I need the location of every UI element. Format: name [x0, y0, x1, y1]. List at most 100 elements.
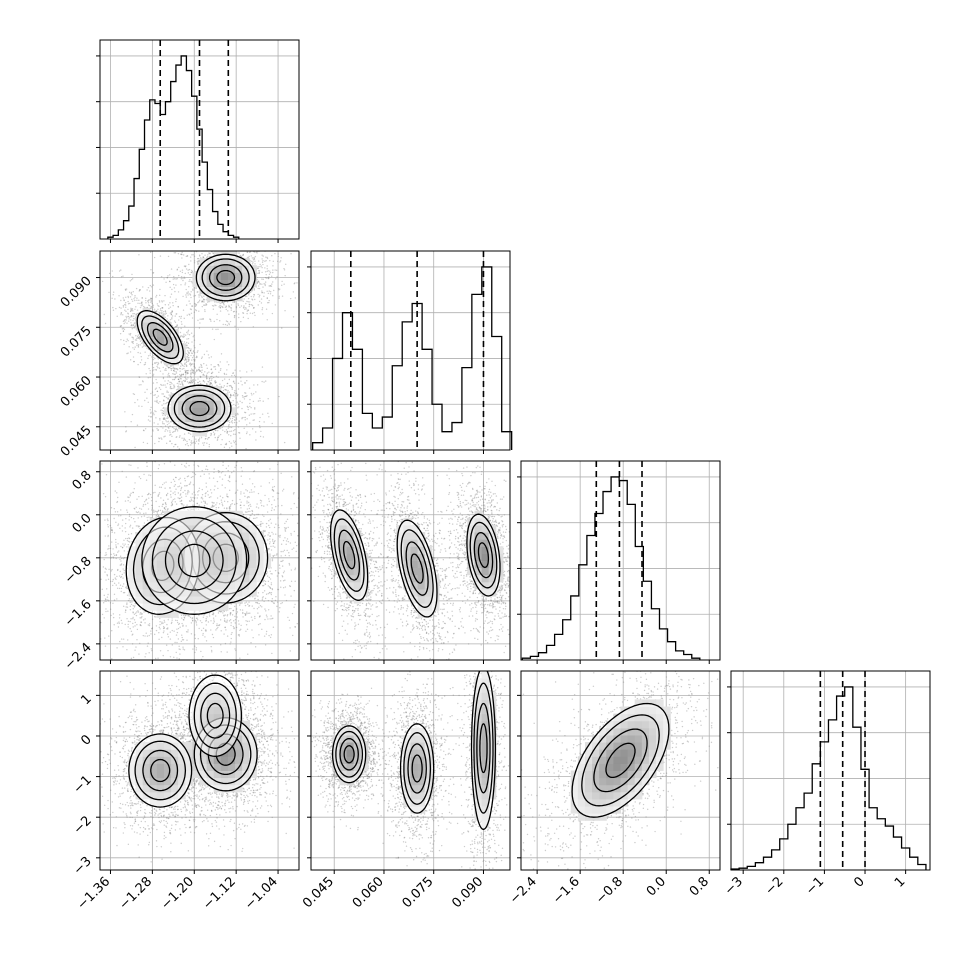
scatter-point: [213, 225, 214, 226]
scatter-point: [229, 384, 232, 387]
scatter-point: [202, 373, 205, 376]
scatter-point: [171, 324, 173, 327]
scatter-point: [139, 361, 142, 364]
y-tick-label: 0.090: [58, 274, 95, 311]
scatter-point: [252, 326, 255, 328]
scatter-point: [208, 436, 210, 439]
scatter-point: [242, 312, 245, 314]
scatter-point: [215, 248, 216, 249]
scatter-point: [170, 312, 173, 314]
scatter-point: [156, 390, 159, 393]
scatter-point: [175, 427, 177, 430]
scatter-point: [246, 295, 248, 297]
scatter-point: [214, 365, 216, 368]
scatter-point: [151, 298, 153, 300]
scatter-point: [219, 235, 220, 236]
scatter-point: [183, 433, 186, 435]
scatter-point: [127, 296, 130, 299]
scatter-point: [165, 402, 168, 404]
scatter-point: [174, 368, 176, 370]
scatter-point: [156, 310, 158, 312]
scatter-point: [182, 373, 185, 375]
scatter-point: [153, 422, 155, 424]
scatter-point: [212, 431, 215, 433]
scatter-point: [156, 428, 158, 430]
scatter-point: [186, 440, 188, 443]
scatter-point: [193, 339, 196, 341]
scatter-point: [196, 234, 197, 235]
scatter-point: [199, 376, 202, 379]
scatter-point: [182, 364, 184, 367]
scatter-point: [134, 296, 136, 298]
scatter-point: [190, 368, 193, 370]
scatter-point: [160, 383, 162, 386]
scatter-point: [196, 351, 198, 353]
scatter-point: [150, 496, 153, 499]
scatter-point: [165, 386, 167, 388]
scatter-point: [213, 320, 215, 323]
scatter-point: [238, 406, 240, 408]
scatter-point: [264, 284, 266, 287]
scatter-point: [228, 447, 231, 449]
scatter-point: [158, 312, 161, 315]
scatter-point: [228, 440, 231, 443]
scatter-point: [120, 276, 123, 278]
scatter-point: [164, 310, 167, 312]
scatter-point: [246, 219, 247, 220]
scatter-point: [196, 356, 198, 358]
scatter-point: [167, 304, 170, 306]
scatter-point: [118, 306, 121, 309]
scatter-point: [257, 287, 259, 290]
scatter-point: [215, 375, 218, 378]
scatter-point: [291, 634, 294, 637]
scatter-point: [220, 454, 221, 455]
scatter-point: [181, 269, 184, 271]
scatter-point: [265, 273, 267, 276]
scatter-point: [171, 364, 173, 367]
scatter-point: [192, 289, 194, 291]
scatter-point: [170, 268, 173, 270]
scatter-point: [120, 269, 122, 271]
scatter-point: [191, 363, 194, 365]
scatter-point: [247, 231, 248, 232]
scatter-point: [261, 290, 263, 292]
scatter-point: [186, 344, 188, 346]
scatter-point: [198, 368, 200, 370]
scatter-point: [221, 306, 224, 308]
scatter-point: [150, 435, 153, 437]
scatter-point: [272, 295, 274, 297]
scatter-point: [198, 437, 201, 439]
scatter-point: [127, 303, 130, 305]
scatter-point: [162, 414, 164, 416]
scatter-point: [191, 270, 194, 273]
scatter-point: [141, 297, 143, 299]
scatter-point: [163, 418, 166, 420]
scatter-point: [186, 355, 189, 358]
scatter-point: [175, 326, 177, 328]
scatter-point: [214, 368, 217, 370]
scatter-point: [237, 634, 240, 636]
scatter-point: [224, 389, 227, 391]
scatter-point: [277, 505, 279, 507]
scatter-point: [230, 245, 231, 246]
scatter-point: [202, 301, 204, 303]
scatter-point: [201, 371, 203, 374]
scatter-point: [215, 233, 216, 234]
scatter-point: [267, 276, 269, 279]
scatter-point: [289, 650, 291, 652]
scatter-point: [245, 302, 247, 305]
scatter-point: [262, 259, 264, 262]
scatter-point: [128, 320, 130, 322]
scatter-point: [209, 381, 212, 384]
scatter-point: [146, 397, 148, 399]
y-tick-label: 0.075: [58, 324, 95, 361]
scatter-point: [169, 430, 171, 432]
scatter-point: [183, 365, 185, 368]
scatter-point: [258, 235, 259, 236]
scatter-point: [175, 436, 177, 438]
scatter-point: [167, 397, 169, 399]
scatter-point: [209, 384, 212, 386]
scatter-point: [125, 340, 127, 343]
scatter-point: [252, 296, 255, 298]
scatter-point: [187, 331, 189, 333]
